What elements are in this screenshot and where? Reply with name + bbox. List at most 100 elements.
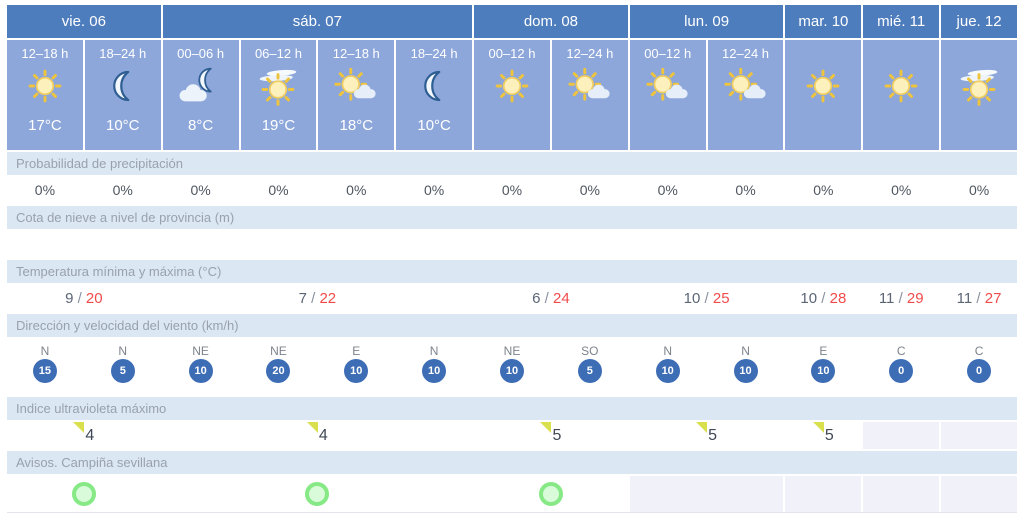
wind-cell: SO 5 — [551, 339, 628, 395]
wind-cell: N 10 — [629, 339, 706, 395]
slot-temperature: 17°C — [28, 117, 62, 134]
wind-speed-icon: 5 — [577, 359, 602, 383]
uv-value: 4 — [318, 427, 328, 444]
sun-cloud-icon — [552, 63, 628, 113]
sun-cloud-icon — [630, 63, 706, 113]
uv-marker-icon — [306, 422, 318, 433]
weather-forecast-table: vie. 06 sáb. 07 dom. 08 lun. 09 mar. 10 mié. … — [7, 5, 1017, 529]
forecast-slot-cell: 00–12 h — [629, 40, 706, 150]
wind-speed-icon: 10 — [344, 359, 369, 383]
wind-direction-label: NE — [270, 344, 287, 358]
minmax-separator: / — [700, 290, 713, 307]
sun-cloud-icon — [318, 63, 394, 113]
time-range-label — [941, 40, 1017, 61]
wind-direction-label: C — [896, 344, 906, 358]
minmax-separator: / — [73, 290, 86, 307]
slot-temperature — [474, 113, 550, 117]
uv-value: 5 — [824, 427, 834, 444]
wind-speed-icon: 10 — [733, 359, 758, 383]
time-range-label: 12–24 h — [566, 46, 614, 61]
max-temperature: 29 — [906, 290, 924, 307]
warning-cell — [863, 476, 940, 512]
wind-direction-label: N — [741, 344, 750, 358]
slot-temperature: 8°C — [188, 117, 214, 134]
uv-cell — [863, 422, 940, 449]
time-range-label: 00–12 h — [488, 46, 536, 61]
forecast-slot-cell: 00–06 h 8°C — [162, 40, 239, 150]
forecast-slot-cell — [941, 40, 1017, 150]
minmax-separator: / — [306, 290, 320, 307]
precipitation-cell: 0% — [785, 177, 862, 204]
precipitation-cell: 0% — [318, 177, 395, 204]
wind-speed-icon: 20 — [266, 359, 291, 383]
max-temperature: 27 — [984, 290, 1002, 307]
wind-direction-label: E — [352, 344, 361, 358]
wind-speed-icon: 10 — [188, 359, 213, 383]
snow-level-cell — [785, 231, 862, 258]
minmax-temperature-cell: 7 / 22 — [162, 285, 473, 312]
forecast-slot-cell — [863, 40, 940, 150]
precipitation-cell: 0% — [240, 177, 317, 204]
cloud-moon-icon — [163, 63, 239, 113]
time-range-label: 00–06 h — [177, 46, 225, 61]
time-range-label: 00–12 h — [644, 46, 692, 61]
forecast-slots-row: 12–18 h 17°C 18–24 h 10°C 00–06 h 8°C 06–12 h… — [7, 40, 1017, 150]
row-label-wind: Dirección y velocidad del viento (km/h) — [7, 314, 1017, 337]
precipitation-cell: 0% — [707, 177, 784, 204]
minmax-separator: / — [540, 290, 553, 307]
wind-direction-label: SO — [581, 344, 599, 358]
slot-temperature — [785, 113, 861, 117]
day-header-cell: lun. 09 — [629, 5, 784, 38]
time-range-label — [863, 40, 939, 61]
wind-speed-icon: 10 — [811, 359, 836, 383]
precipitation-cell: 0% — [474, 177, 550, 204]
uv-cell: 5 — [629, 422, 784, 449]
time-range-label: 12–18 h — [21, 46, 69, 61]
precipitation-cell: 0% — [863, 177, 940, 204]
wind-direction-label: N — [429, 344, 439, 358]
warning-cell — [7, 476, 161, 512]
min-temperature: 10 — [800, 290, 818, 307]
warning-cell — [474, 476, 628, 512]
max-temperature: 22 — [319, 290, 337, 307]
warning-level-icon — [305, 482, 330, 506]
warning-level-icon — [71, 482, 96, 506]
warning-cell — [162, 476, 473, 512]
snow-level-cell — [318, 231, 395, 258]
moon-icon — [85, 63, 161, 113]
slot-temperature: 19°C — [261, 117, 296, 134]
snow-level-cell — [84, 231, 161, 258]
min-temperature: 11 — [878, 290, 895, 307]
precipitation-cell: 0% — [551, 177, 628, 204]
wind-speed-icon: 0 — [889, 359, 914, 383]
time-range-label: 12–24 h — [722, 46, 770, 61]
sun-haze-icon — [941, 63, 1017, 113]
precipitation-cell: 0% — [629, 177, 706, 204]
wind-cell: N 15 — [7, 339, 83, 395]
day-header-cell: mié. 11 — [863, 5, 940, 38]
minmax-temperature-cell: 10 / 25 — [629, 285, 784, 312]
wind-cell: E 10 — [785, 339, 862, 395]
precipitation-row: 0% 0% 0% 0% 0% 0% 0% 0% 0% 0% 0% 0% 0% — [7, 177, 1017, 204]
wind-cell: NE 10 — [162, 339, 239, 395]
snow-level-cell — [240, 231, 317, 258]
day-header-cell: dom. 08 — [474, 5, 628, 38]
forecast-slot-cell — [785, 40, 862, 150]
forecast-slot-cell: 12–18 h 18°C — [318, 40, 395, 150]
moon-icon — [396, 63, 472, 113]
uv-marker-icon — [696, 422, 708, 433]
minmax-temperature-cell: 11 / 27 — [941, 285, 1017, 312]
snow-level-cell — [629, 231, 706, 258]
row-label-warnings: Avisos. Campiña sevillana — [7, 451, 1017, 474]
slot-temperature — [708, 113, 784, 117]
slot-temperature — [552, 113, 628, 117]
wind-cell: N 10 — [707, 339, 784, 395]
wind-speed-icon: 10 — [499, 359, 524, 383]
uv-marker-icon — [540, 422, 552, 433]
snow-level-cell — [707, 231, 784, 258]
minmax-temperature-cell: 10 / 28 — [785, 285, 862, 312]
uv-cell: 4 — [7, 422, 161, 449]
forecast-slot-cell: 06–12 h 19°C — [240, 40, 317, 150]
minmax-separator: / — [972, 290, 985, 307]
